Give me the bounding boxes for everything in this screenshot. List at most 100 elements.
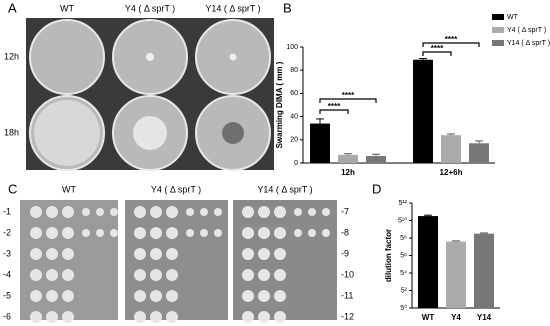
photo-c — [20, 200, 337, 323]
spot — [242, 206, 254, 218]
y-tick-label: 5¹² — [398, 200, 407, 207]
spot — [30, 290, 42, 302]
spot — [242, 290, 254, 302]
y-tick-label: 100 — [286, 44, 298, 51]
spot — [242, 248, 254, 260]
spot — [150, 311, 162, 323]
spot — [258, 269, 270, 281]
spot — [62, 227, 74, 239]
spot — [274, 206, 286, 218]
row-label: -7 — [341, 206, 349, 216]
legend-label: WT — [507, 14, 519, 21]
legend-label: Y14 ( Δ sprT ) — [507, 40, 550, 47]
row-label: -9 — [341, 248, 349, 258]
spot — [96, 229, 104, 237]
spot — [134, 206, 146, 218]
spot — [46, 290, 58, 302]
row-label: -4 — [3, 269, 11, 279]
photo-a — [26, 18, 274, 171]
spot — [82, 229, 90, 237]
spot — [82, 208, 90, 216]
spot — [186, 208, 194, 216]
spot — [200, 208, 208, 216]
spot — [150, 227, 162, 239]
spot — [322, 229, 330, 237]
y-tick-label: 5⁰ — [400, 304, 407, 312]
spot — [150, 290, 162, 302]
bracket — [319, 109, 349, 114]
spot — [322, 208, 330, 216]
panel-label: B — [283, 0, 292, 15]
legend-swatch — [492, 27, 504, 33]
spot — [258, 290, 270, 302]
spot — [134, 227, 146, 239]
spot — [46, 269, 58, 281]
bracket — [319, 98, 377, 103]
spot — [46, 248, 58, 260]
row-label: -11 — [341, 290, 353, 300]
spot — [30, 248, 42, 260]
row-label: -1 — [3, 206, 11, 216]
spot — [110, 229, 118, 237]
spot — [62, 290, 74, 302]
y-axis-label: Swarming DIMA ( mm ) — [275, 61, 284, 148]
bar — [366, 156, 386, 163]
x-tick-label: WT — [422, 313, 435, 322]
spot — [110, 208, 118, 216]
y-tick-label: 80 — [290, 67, 298, 74]
panel-label: C — [8, 181, 17, 196]
spot — [62, 311, 74, 323]
row-label: 18h — [4, 127, 19, 137]
spot — [150, 269, 162, 281]
spot — [294, 208, 302, 216]
spot — [46, 311, 58, 323]
spot — [258, 206, 270, 218]
row-label: -6 — [3, 311, 11, 321]
spot — [46, 206, 58, 218]
legend-swatch — [492, 14, 504, 20]
bar — [413, 59, 433, 164]
spot — [308, 229, 316, 237]
row-label: 12h — [4, 51, 19, 61]
bar — [441, 135, 461, 163]
column-header: Y14 ( Δ sprT ) — [257, 184, 312, 194]
y-tick-label: 40 — [290, 113, 298, 120]
spot — [294, 229, 302, 237]
significance: **** — [328, 102, 341, 111]
x-tick-label: Y14 — [477, 313, 492, 322]
bracket — [422, 51, 452, 56]
spot — [134, 311, 146, 323]
y-tick-label: 5¹⁰ — [398, 216, 407, 224]
significance: **** — [445, 35, 458, 44]
significance: **** — [342, 91, 355, 100]
spot — [150, 206, 162, 218]
bar — [446, 241, 466, 308]
spot — [258, 248, 270, 260]
row-label: -3 — [3, 248, 11, 258]
spot — [214, 208, 222, 216]
panel-label: A — [8, 0, 17, 15]
spot — [150, 248, 162, 260]
spot — [166, 269, 178, 281]
bar — [474, 233, 494, 308]
y-tick-label: 20 — [290, 137, 298, 144]
spot — [166, 206, 178, 218]
spot — [166, 227, 178, 239]
row-label: -8 — [341, 227, 349, 237]
column-header: Y4 ( Δ sprT ) — [125, 3, 175, 13]
spot — [134, 269, 146, 281]
x-tick-label: 12+6h — [440, 168, 463, 177]
spot — [186, 229, 194, 237]
bar — [469, 143, 489, 163]
y-tick-label: 5² — [401, 287, 408, 294]
spot — [274, 248, 286, 260]
row-label: -2 — [3, 227, 11, 237]
spot — [274, 290, 286, 302]
spot — [46, 227, 58, 239]
x-tick-label: 12h — [341, 168, 355, 177]
bar — [310, 123, 330, 163]
spot — [242, 311, 254, 323]
spot — [214, 229, 222, 237]
row-label: -5 — [3, 290, 11, 300]
spot — [166, 311, 178, 323]
